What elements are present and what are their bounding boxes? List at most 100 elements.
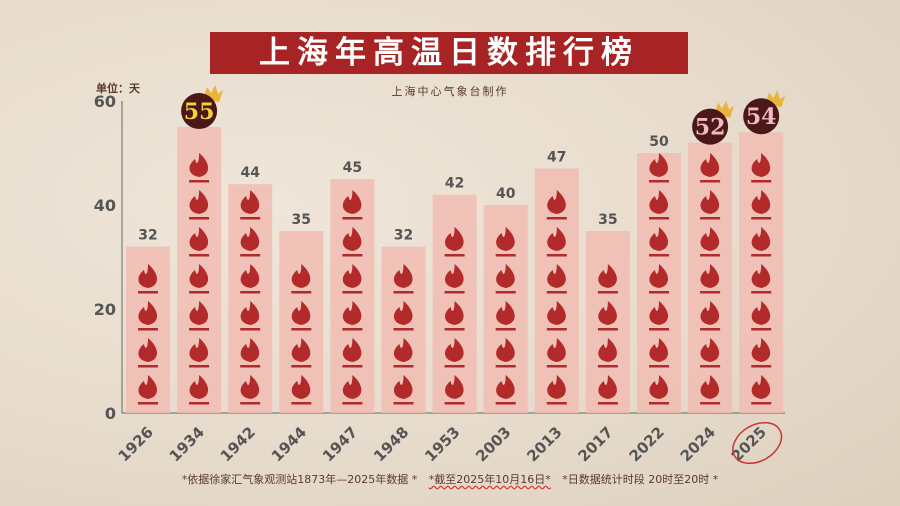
data-label: 35 <box>292 212 311 228</box>
data-label: 32 <box>394 228 413 244</box>
data-label: 42 <box>445 176 464 192</box>
data-label: 44 <box>240 165 260 181</box>
flame-base <box>138 365 158 368</box>
flame-base <box>291 291 312 294</box>
flame-icon <box>598 264 617 288</box>
flame-base <box>444 254 465 257</box>
data-label: 50 <box>649 134 669 150</box>
flame-base <box>649 180 669 183</box>
flame-icon <box>649 338 668 362</box>
flame-icon <box>751 301 771 325</box>
flame-icon <box>751 190 771 214</box>
flame-base <box>751 365 772 368</box>
flame-base <box>444 291 465 294</box>
bar <box>228 184 273 413</box>
flame-base <box>700 365 721 368</box>
page-title: 上海年高温日数排行榜 <box>210 32 688 74</box>
flame-base <box>342 217 363 220</box>
flame-icon <box>138 375 157 399</box>
flame-icon <box>496 338 515 362</box>
flame-base <box>751 217 772 220</box>
flame-icon <box>189 190 209 214</box>
flame-base <box>189 217 210 220</box>
flame-icon <box>445 301 464 325</box>
flame-icon <box>700 227 720 251</box>
flame-icon <box>547 264 566 288</box>
flame-base <box>138 402 158 405</box>
record-badge <box>743 98 780 135</box>
flame-icon <box>240 338 260 362</box>
flame-base <box>342 402 363 405</box>
flame-icon <box>240 190 260 214</box>
flame-icon <box>598 301 617 325</box>
flame-base <box>546 254 567 257</box>
flame-base <box>444 365 465 368</box>
flame-icon <box>291 264 311 288</box>
flame-base <box>342 328 363 331</box>
footnote-date: *截至2025年10月16日* <box>428 473 551 486</box>
flame-base <box>240 402 261 405</box>
subtitle: 上海中心气象台制作 <box>391 85 509 98</box>
y-tick-label: 0 <box>105 404 116 423</box>
flame-base <box>444 402 465 405</box>
flame-icon <box>547 190 566 214</box>
flame-icon <box>700 338 720 362</box>
data-label: 45 <box>343 160 362 176</box>
flame-base <box>751 291 772 294</box>
flame-icon <box>445 264 464 288</box>
flame-base <box>495 402 516 405</box>
flame-icon <box>649 264 668 288</box>
flame-base <box>189 328 210 331</box>
highlight-circle <box>732 421 783 465</box>
x-tick-label: 2003 <box>472 423 514 465</box>
flame-icon <box>342 264 362 288</box>
y-tick-label: 20 <box>94 300 116 319</box>
data-label: 47 <box>547 150 566 166</box>
flame-icon <box>240 375 260 399</box>
flame-icon <box>700 190 720 214</box>
flame-base <box>240 254 261 257</box>
flame-icon <box>189 338 209 362</box>
flame-icon <box>342 338 362 362</box>
flame-icon <box>649 227 668 251</box>
flame-base <box>700 402 721 405</box>
flame-icon <box>189 375 209 399</box>
flame-icon <box>342 190 362 214</box>
flame-icon <box>751 227 771 251</box>
flame-icon <box>138 301 157 325</box>
data-label: 35 <box>598 212 617 228</box>
flame-icon <box>496 227 515 251</box>
flame-base <box>393 402 414 405</box>
x-tick-label: 2024 <box>677 423 719 465</box>
flame-base <box>291 328 312 331</box>
flame-icon <box>393 264 413 288</box>
flame-icon <box>700 375 720 399</box>
flame-icon <box>342 227 362 251</box>
record-badge <box>692 108 729 145</box>
flame-base <box>495 365 516 368</box>
flame-icon <box>547 227 566 251</box>
flame-icon <box>598 338 617 362</box>
x-tick-label: 1934 <box>166 423 208 465</box>
flame-icon <box>649 153 668 177</box>
flame-base <box>597 291 618 294</box>
data-label: 55 <box>184 99 215 125</box>
flame-icon <box>649 375 668 399</box>
flame-base <box>751 402 772 405</box>
flame-base <box>649 328 669 331</box>
flame-icon <box>342 375 362 399</box>
flame-base <box>240 291 261 294</box>
flame-base <box>597 365 618 368</box>
flame-icon <box>649 190 668 214</box>
x-tick-label: 1942 <box>217 423 259 465</box>
flame-base <box>138 328 158 331</box>
flame-base <box>597 402 618 405</box>
flame-base <box>393 328 414 331</box>
flame-icon <box>138 338 157 362</box>
flame-icon <box>189 227 209 251</box>
flame-base <box>189 291 210 294</box>
flame-base <box>649 254 669 257</box>
flame-base <box>649 365 669 368</box>
x-tick-label: 1944 <box>268 423 310 465</box>
